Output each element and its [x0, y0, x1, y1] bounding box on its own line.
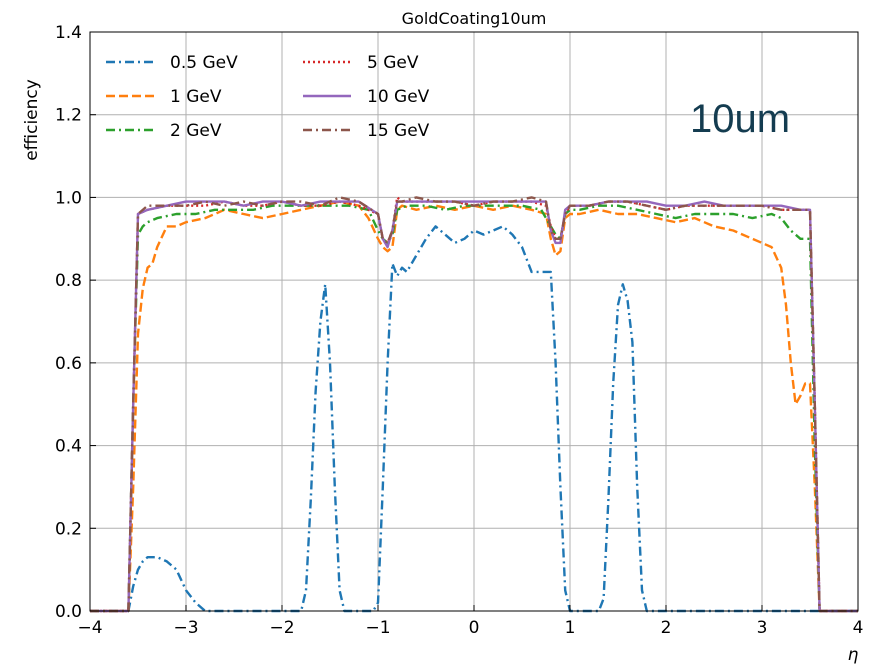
x-tick-label: −1: [365, 618, 390, 638]
x-tick-label: −3: [173, 618, 198, 638]
legend-label: 1 GeV: [170, 87, 222, 107]
axis-ticks: −4 −3 −2 −1 0 1 2 3 4 0.0 0.2 0.4 0.6 0.8 1.0 1.2 1.4: [55, 23, 863, 638]
x-axis-label: η: [848, 645, 859, 665]
legend-label: 10 GeV: [367, 87, 430, 107]
x-tick-label: −2: [269, 618, 294, 638]
legend-item: 1 GeV: [106, 87, 222, 107]
y-tick-label: 0.0: [55, 602, 82, 622]
series-line-10-gev: [90, 200, 858, 613]
y-tick-label: 1.0: [55, 188, 82, 208]
annotation-label: 10um: [690, 97, 790, 141]
x-tick-label: 0: [469, 618, 480, 638]
legend: 0.5 GeV 1 GeV 2 GeV 5 GeV 10 GeV 15 GeV: [106, 53, 430, 141]
x-tick-label: 2: [661, 618, 672, 638]
legend-item: 2 GeV: [106, 121, 222, 141]
y-tick-label: 0.6: [55, 354, 82, 374]
y-tick-label: 1.2: [55, 106, 82, 126]
y-tick-label: 1.4: [55, 23, 82, 43]
legend-label: 2 GeV: [170, 121, 222, 141]
legend-label: 0.5 GeV: [170, 53, 238, 73]
legend-item: 0.5 GeV: [106, 53, 238, 73]
legend-item: 10 GeV: [303, 87, 430, 107]
series-line-1-gev: [90, 200, 858, 613]
legend-item: 5 GeV: [303, 53, 419, 73]
legend-item: 15 GeV: [303, 121, 430, 141]
x-tick-label: −4: [77, 618, 102, 638]
x-tick-label: 3: [757, 618, 768, 638]
y-axis-label: efficiency: [22, 79, 42, 161]
y-tick-label: 0.4: [55, 437, 82, 457]
legend-label: 5 GeV: [367, 53, 419, 73]
x-tick-label: 4: [853, 618, 864, 638]
y-tick-label: 0.8: [55, 271, 82, 291]
series-line-15-gev: [90, 196, 858, 613]
chart-title: GoldCoating10um: [402, 9, 547, 28]
series-lines: [90, 196, 858, 613]
y-tick-label: 0.2: [55, 519, 82, 539]
legend-label: 15 GeV: [367, 121, 430, 141]
x-tick-label: 1: [565, 618, 576, 638]
